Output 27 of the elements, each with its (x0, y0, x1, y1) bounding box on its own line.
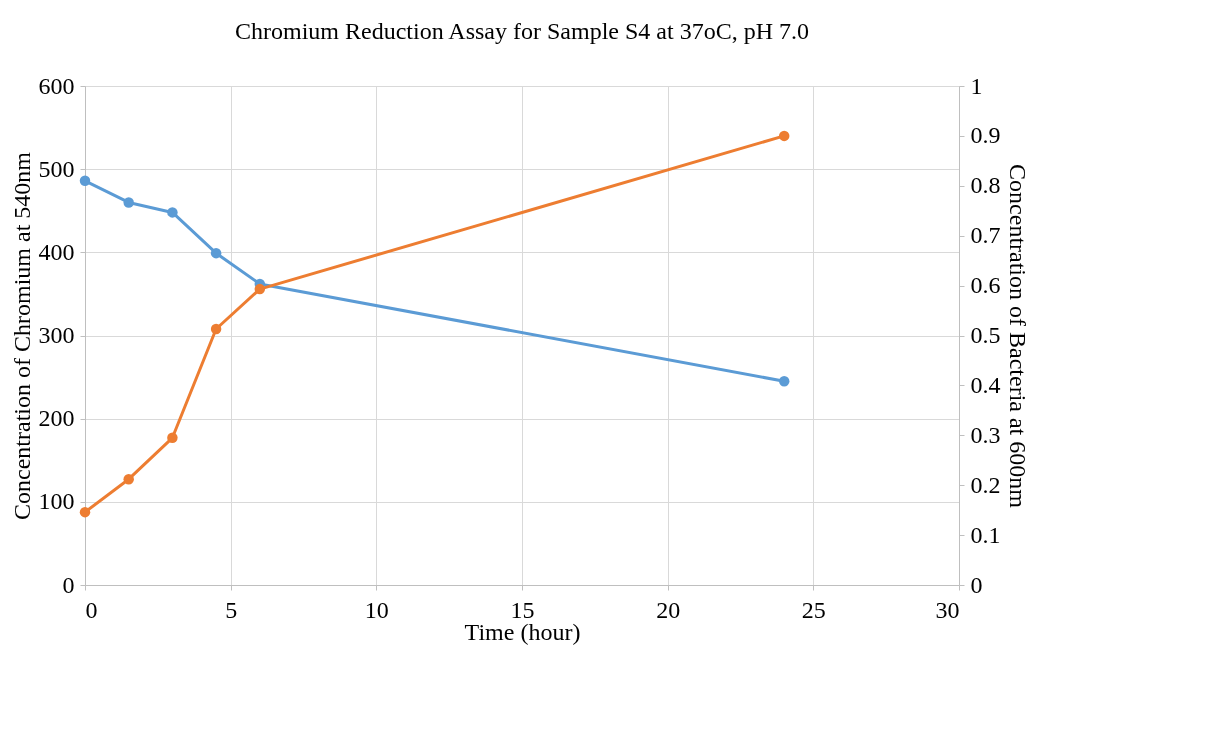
y-tick-label: 500 (38, 155, 75, 182)
y2-tick-label: 1 (970, 72, 983, 99)
y2-tick-label: 0.7 (970, 222, 1001, 249)
y-tick-label: 400 (38, 238, 75, 265)
y2-tick-label: 0 (970, 571, 983, 598)
y-tick-label: 200 (38, 405, 75, 432)
y2-tick-label: 0.5 (970, 322, 1001, 348)
y2-axis-title: Concentration of Bacteria at 600nm (1004, 164, 1031, 509)
x-tick-label: 30 (935, 596, 960, 623)
y-axis-title: Concentration of Chromium at 540nm (8, 151, 35, 520)
y-tick-label: 600 (38, 72, 75, 99)
y-tick-label: 100 (38, 488, 75, 515)
chart-title: Chromium Reduction Assay for Sample S4 at 37oC, pH 7.0 (235, 18, 809, 44)
y2-tick-label: 0.4 (970, 371, 1001, 398)
x-tick-label: 5 (225, 596, 238, 623)
x-tick-label: 0 (85, 596, 98, 623)
y-tick-label: 300 (38, 322, 75, 348)
y2-tick-label: 0.9 (970, 122, 1001, 149)
x-tick-label: 25 (801, 596, 826, 623)
x-tick-label: 10 (364, 596, 389, 623)
y2-tick-label: 0.6 (970, 272, 1001, 299)
y2-tick-label: 0.1 (970, 521, 1001, 548)
y2-tick-label: 0.3 (970, 421, 1001, 448)
y-tick-label: 0 (62, 571, 75, 598)
x-tick-label: 20 (656, 596, 681, 623)
y2-tick-label: 0.2 (970, 471, 1001, 498)
y2-tick-label: 0.8 (970, 172, 1001, 199)
